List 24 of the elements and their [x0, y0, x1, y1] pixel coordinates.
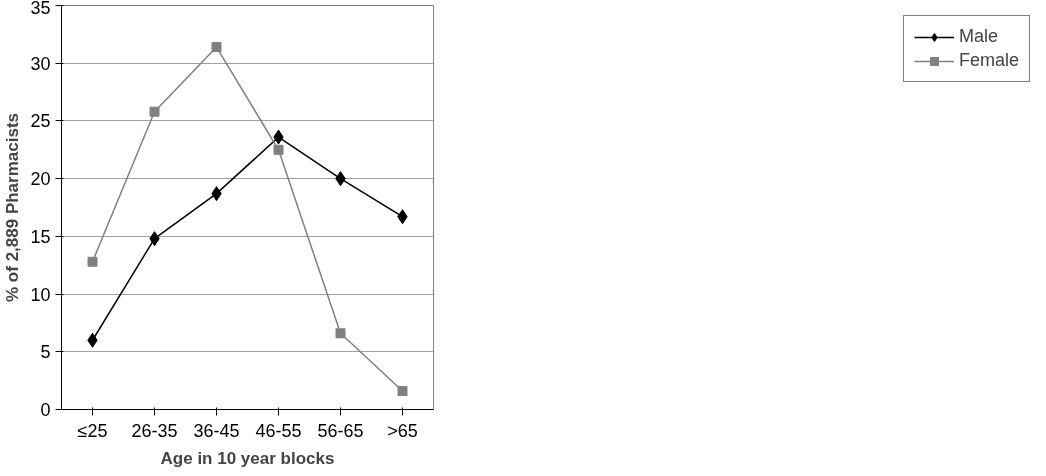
x-tick-label: 56-65 [317, 420, 364, 441]
y-tick-label: 0 [40, 400, 51, 420]
y-tick-label: 10 [30, 284, 51, 305]
x-axis-title: Age in 10 year blocks [160, 448, 335, 468]
x-tick-label: 36-45 [193, 420, 240, 441]
point [149, 106, 160, 117]
y-tick-label: 25 [30, 111, 51, 132]
x-tick-label: 46-55 [255, 420, 302, 441]
y-tick-label: 15 [30, 226, 51, 247]
point [211, 42, 222, 53]
point [273, 144, 284, 155]
point [87, 256, 98, 267]
legend-label: Female [958, 50, 1019, 71]
legend-label: Male [958, 26, 998, 47]
y-tick-label: 5 [40, 342, 51, 363]
point [397, 386, 408, 397]
y-tick-label: 20 [30, 169, 51, 190]
x-tick-label: ≤25 [77, 420, 108, 441]
y-tick-label: 30 [30, 53, 51, 74]
x-tick-label: 26-35 [131, 420, 178, 441]
x-tick-label: >65 [387, 420, 418, 441]
y-tick-label: 35 [30, 0, 51, 18]
y-axis-title: % of 2,889 Pharmacists [3, 113, 23, 302]
point [335, 328, 346, 339]
